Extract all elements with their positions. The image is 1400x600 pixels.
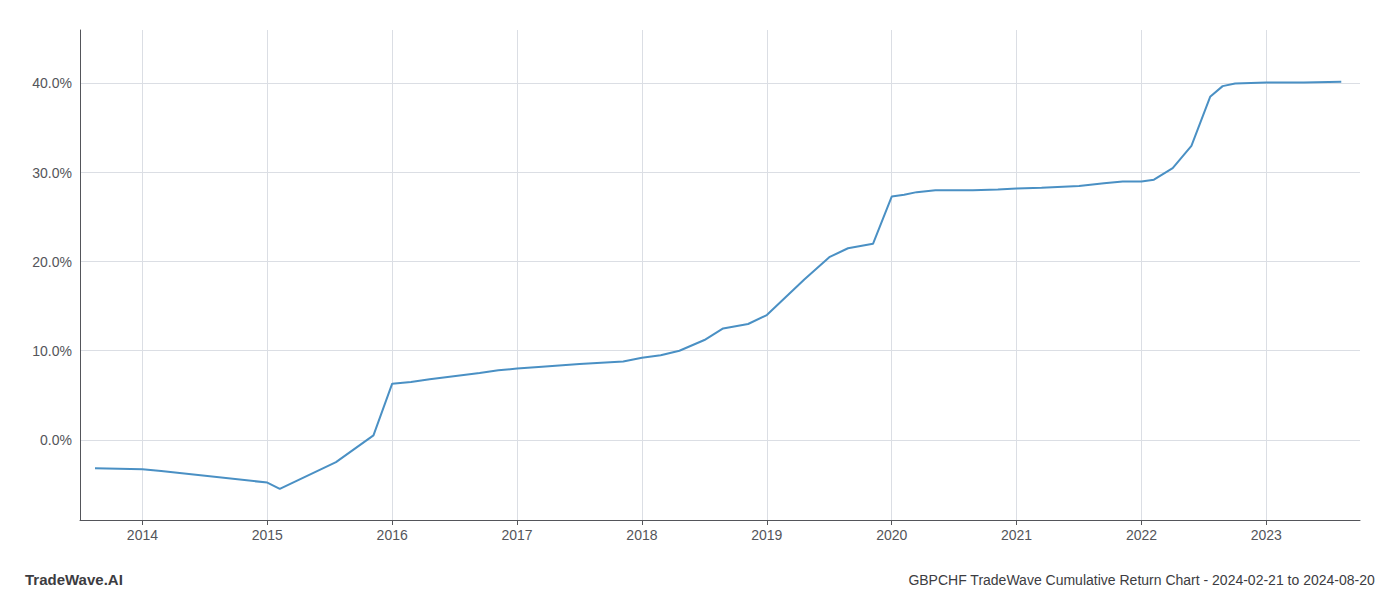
svg-text:2023: 2023	[1251, 527, 1282, 543]
svg-text:2016: 2016	[377, 527, 408, 543]
svg-text:2018: 2018	[626, 527, 657, 543]
svg-text:20.0%: 20.0%	[32, 254, 72, 270]
svg-text:2014: 2014	[127, 527, 158, 543]
svg-text:2017: 2017	[501, 527, 532, 543]
svg-text:2019: 2019	[751, 527, 782, 543]
svg-text:GBPCHF TradeWave Cumulative Re: GBPCHF TradeWave Cumulative Return Chart…	[908, 572, 1375, 588]
svg-text:TradeWave.AI: TradeWave.AI	[25, 571, 123, 588]
svg-text:2022: 2022	[1126, 527, 1157, 543]
svg-text:30.0%: 30.0%	[32, 165, 72, 181]
svg-text:40.0%: 40.0%	[32, 75, 72, 91]
svg-text:2020: 2020	[876, 527, 907, 543]
svg-text:2021: 2021	[1001, 527, 1032, 543]
svg-text:2015: 2015	[252, 527, 283, 543]
svg-text:10.0%: 10.0%	[32, 343, 72, 359]
svg-text:0.0%: 0.0%	[40, 432, 72, 448]
